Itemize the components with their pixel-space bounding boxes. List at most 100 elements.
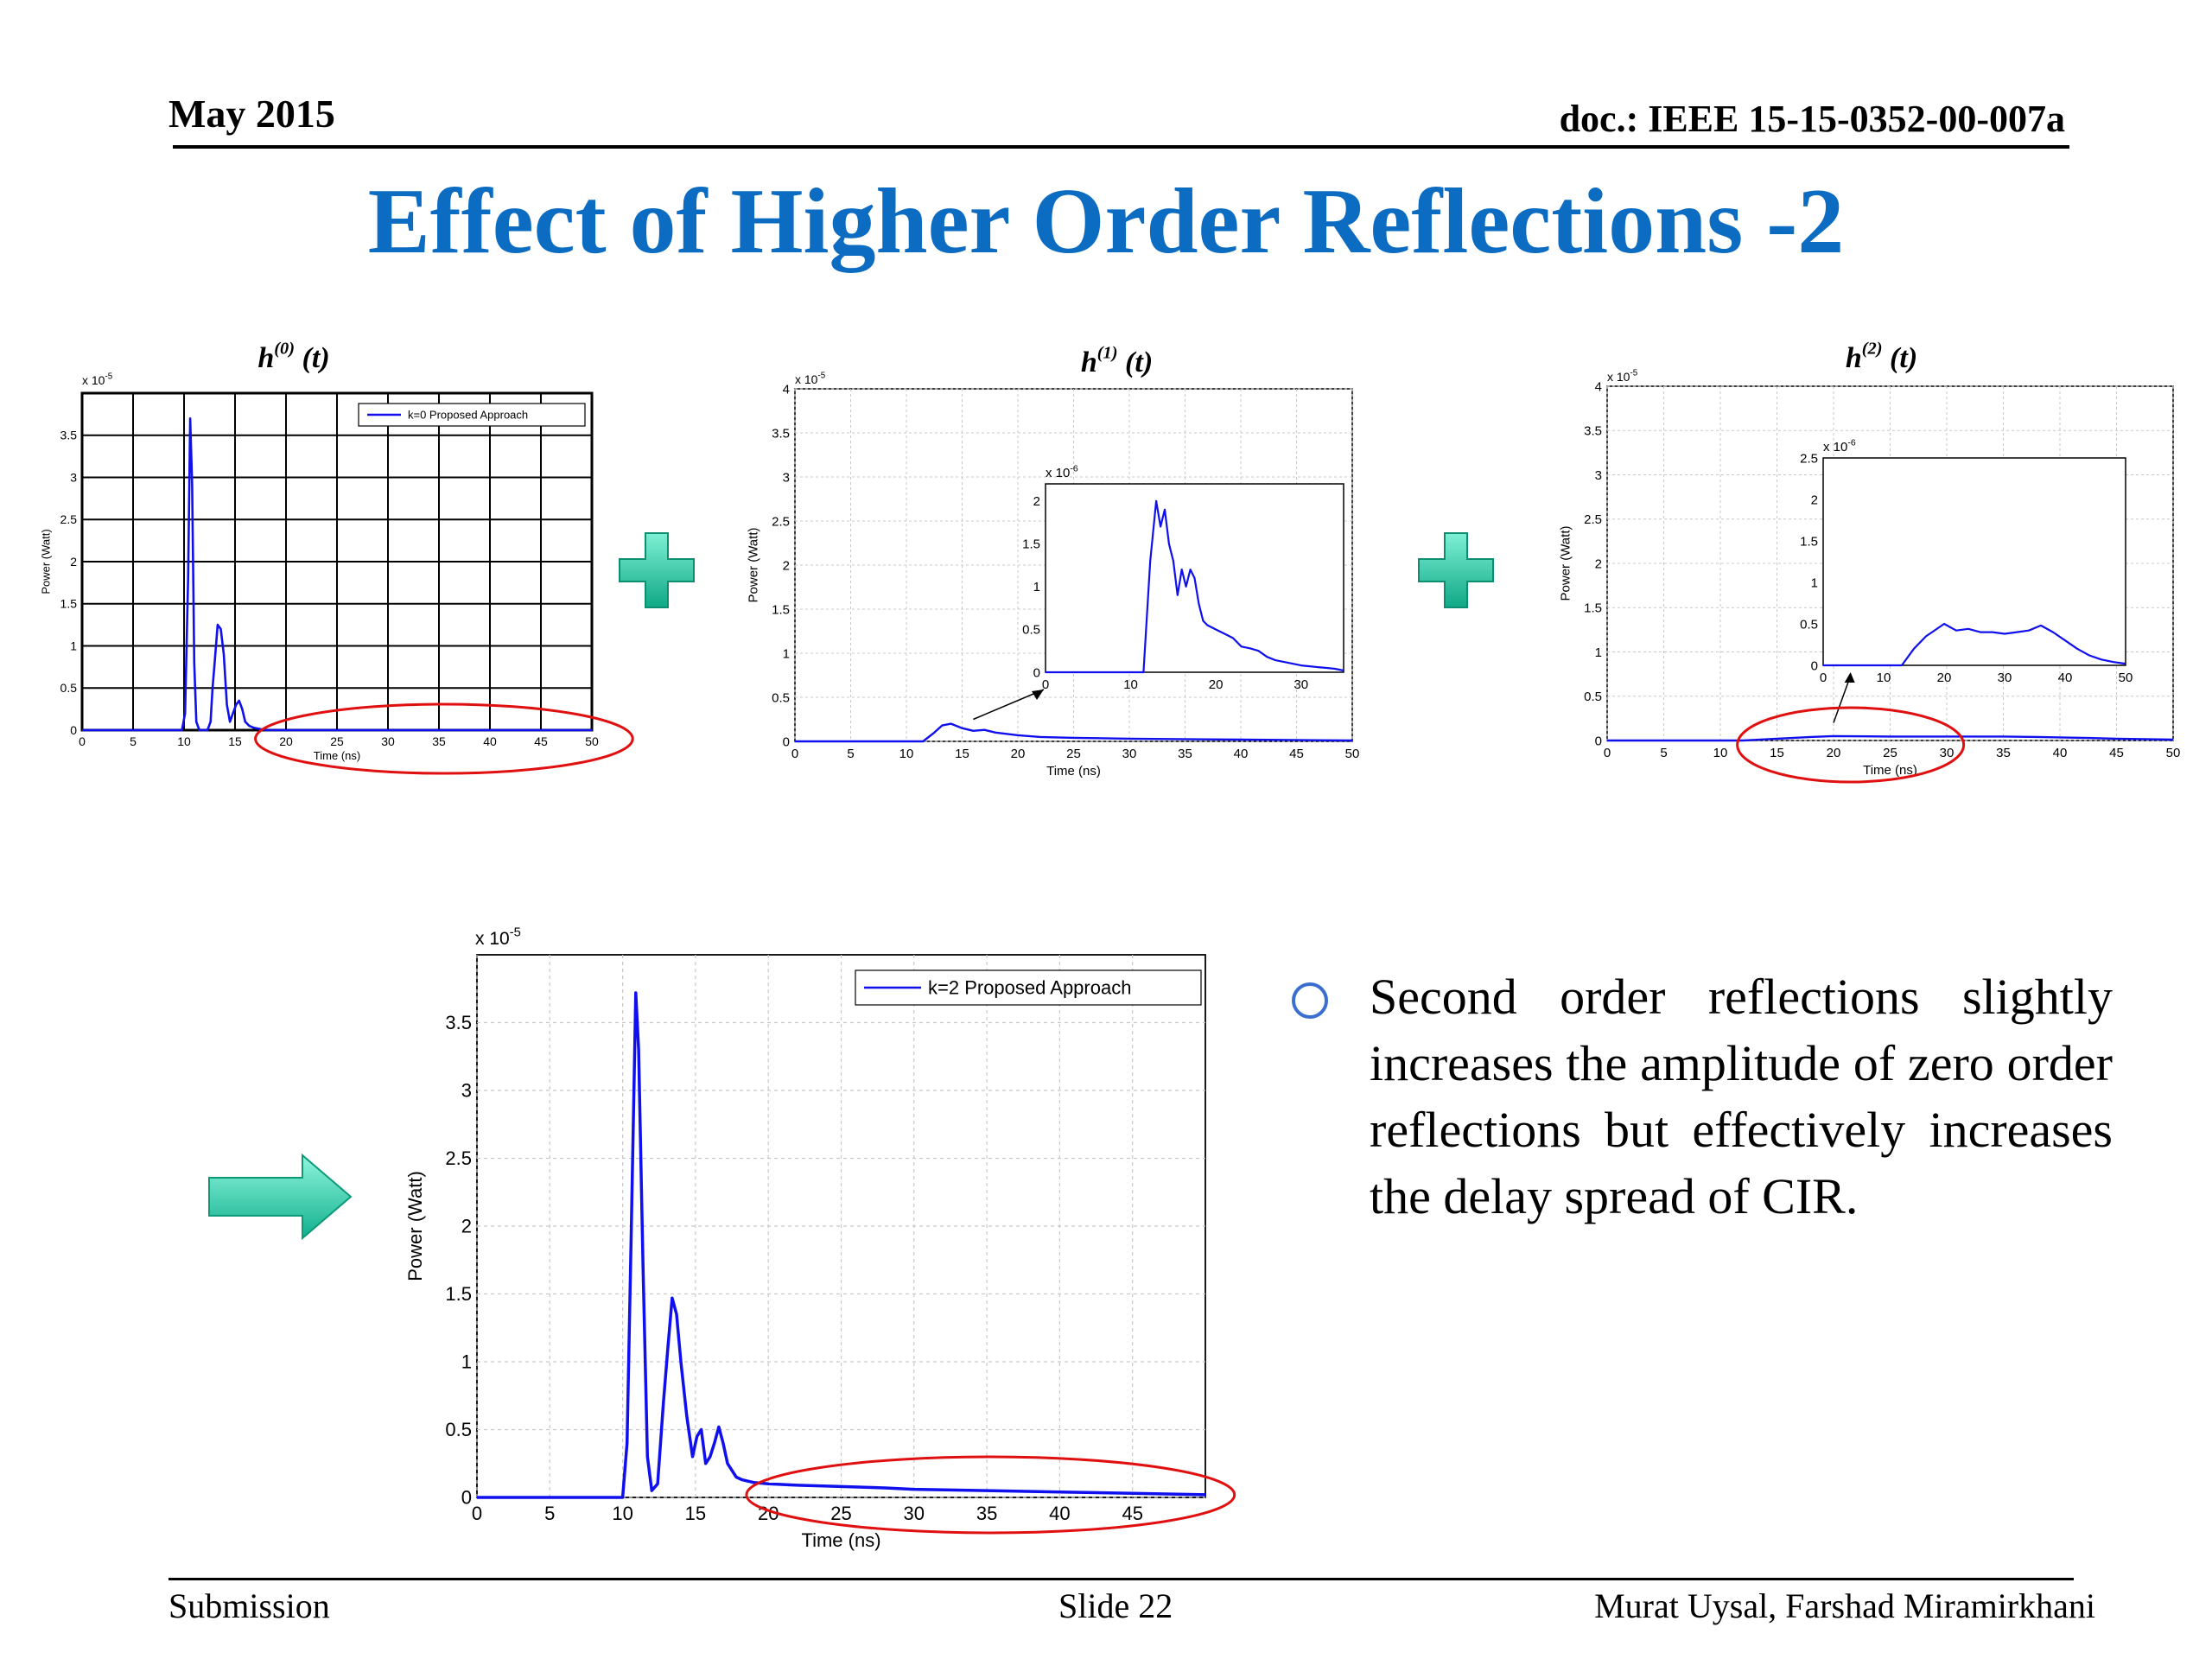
- series-line: [477, 991, 1206, 1499]
- x-tick-label: 25: [1066, 747, 1081, 761]
- y-tick-label: 4: [783, 382, 790, 397]
- y-tick-label: 2.5: [1800, 451, 1818, 466]
- x-tick-label: 30: [904, 1503, 925, 1524]
- y-tick-label: 2: [461, 1216, 472, 1237]
- x-tick-label: 10: [612, 1503, 632, 1524]
- y-tick-label: 2: [783, 558, 790, 573]
- chart-k2-result: 0 5 10 15 20 25 30 35 40 45 0 0.5 1 1.5 2 2.5 3 3.5 x 10-5…: [397, 916, 1244, 1551]
- legend-label: k=0 Proposed Approach: [408, 409, 528, 422]
- x-tick-label: 45: [534, 734, 548, 748]
- y-tick-label: 0.5: [772, 690, 790, 705]
- y-axis-label: Power (Watt): [747, 528, 761, 603]
- x-tick-label: 10: [177, 734, 191, 748]
- x-tick-label: 30: [1122, 747, 1137, 761]
- y-tick-label: 3: [461, 1080, 472, 1102]
- x-tick-label: 15: [685, 1503, 706, 1524]
- x-tick-label: 50: [2166, 746, 2181, 760]
- x-tick-label: 20: [1209, 677, 1224, 692]
- x-tick-label: 40: [1049, 1503, 1070, 1524]
- x-tick-label: 10: [1713, 746, 1728, 760]
- x-tick-label: 35: [1178, 747, 1192, 761]
- footer-left: Submission: [168, 1586, 330, 1625]
- chart-title: h(1) (t): [1081, 344, 1153, 378]
- chart-h0: 0 5 10 15 20 25 30 35 40 45 50 0 0.5 1 1.5 2 2.5 3 3.5 x 10…: [26, 337, 634, 786]
- x-tick-label: 30: [1294, 677, 1308, 692]
- y-tick-label: 2: [1595, 556, 1602, 571]
- x-tick-label: 0: [1042, 677, 1049, 692]
- x-axis-label: Time (ns): [801, 1529, 880, 1551]
- x-tick-label: 5: [847, 747, 854, 761]
- pointer-arrowhead: [1844, 672, 1855, 683]
- y-tick-label: 2: [70, 555, 77, 569]
- pointer-line: [973, 689, 1045, 721]
- y-tick-label: 1.5: [772, 602, 790, 617]
- axis-exponent: x 10-5: [795, 372, 826, 386]
- y-tick-label: 2.5: [1584, 512, 1602, 527]
- x-tick-label: 40: [1234, 747, 1249, 761]
- y-tick-label: 0: [1811, 658, 1818, 673]
- y-tick-label: 4: [1595, 379, 1602, 394]
- y-tick-label: 1.5: [1022, 537, 1040, 552]
- x-tick-label: 40: [483, 734, 497, 748]
- x-tick-label: 50: [2119, 671, 2133, 685]
- x-tick-label: 0: [1820, 671, 1827, 685]
- y-tick-label: 2: [1033, 494, 1040, 509]
- x-tick-label: 25: [330, 734, 344, 748]
- x-tick-label: 25: [830, 1503, 851, 1524]
- y-tick-label: 1: [70, 639, 77, 652]
- y-tick-label: 2: [1811, 493, 1818, 507]
- x-tick-label: 35: [1996, 746, 2011, 760]
- y-tick-label: 3.5: [1584, 424, 1602, 439]
- y-tick-label: 1.5: [445, 1283, 472, 1305]
- axis-exponent: x 10-5: [475, 926, 521, 949]
- chart-h2: 0 5 10 15 20 25 30 35 40 45 50 0 0.5 1 1.5 2 2.5 3 3.5 4 x 1…: [1555, 333, 2195, 808]
- y-tick-label: 0.5: [1584, 690, 1602, 704]
- x-tick-label: 10: [899, 747, 914, 761]
- right-arrow-icon: [207, 1153, 354, 1244]
- x-tick-label: 0: [1604, 746, 1611, 760]
- x-tick-label: 20: [279, 734, 293, 748]
- x-tick-label: 5: [544, 1503, 555, 1524]
- x-tick-label: 40: [2058, 671, 2073, 685]
- y-tick-label: 1.5: [60, 597, 78, 611]
- x-tick-label: 20: [1937, 671, 1952, 685]
- y-tick-label: 1: [1811, 575, 1818, 590]
- header-date: May 2015: [168, 92, 335, 136]
- header-rule: [173, 145, 2069, 149]
- x-tick-label: 0: [472, 1503, 482, 1524]
- y-tick-label: 0: [1595, 734, 1602, 748]
- inset-series-line: [1046, 499, 1344, 674]
- x-tick-label: 5: [130, 734, 137, 748]
- footer-right: Murat Uysal, Farshad Miramirkhani: [1594, 1586, 2095, 1625]
- x-tick-label: 0: [791, 747, 798, 761]
- x-tick-label: 35: [976, 1503, 997, 1524]
- y-tick-label: 3.5: [60, 429, 78, 442]
- x-tick-label: 10: [1877, 671, 1891, 685]
- bullet-text: Second order reflections slightly increa…: [1370, 969, 2113, 1224]
- chart-title: h(0) (t): [257, 340, 329, 374]
- series-line: [82, 417, 592, 732]
- plus-icon: [1417, 531, 1495, 613]
- y-tick-label: 2.5: [60, 512, 78, 526]
- series-line: [1607, 734, 2174, 742]
- y-tick-label: 3.5: [772, 426, 790, 441]
- y-tick-label: 0.5: [1800, 617, 1818, 632]
- x-tick-label: 30: [1940, 746, 1955, 760]
- x-axis-label: Time (ns): [1046, 764, 1101, 779]
- axis-exponent: x 10-5: [1607, 369, 1638, 384]
- y-tick-label: 0.5: [1022, 623, 1040, 638]
- y-tick-label: 0: [1033, 665, 1040, 680]
- y-axis-label: Power (Watt): [1559, 526, 1573, 601]
- circle-bullet-icon: [1292, 982, 1328, 1019]
- x-tick-label: 5: [1660, 746, 1667, 760]
- axis-exponent: x 10-6: [1046, 463, 1078, 480]
- y-tick-label: 1.5: [1584, 601, 1602, 616]
- y-tick-label: 0.5: [60, 681, 78, 695]
- y-tick-label: 3.5: [445, 1012, 472, 1033]
- plus-icon: [618, 531, 696, 613]
- x-tick-label: 25: [1883, 746, 1897, 760]
- y-tick-label: 3: [783, 470, 790, 485]
- axis-exponent: x 10-5: [82, 372, 113, 387]
